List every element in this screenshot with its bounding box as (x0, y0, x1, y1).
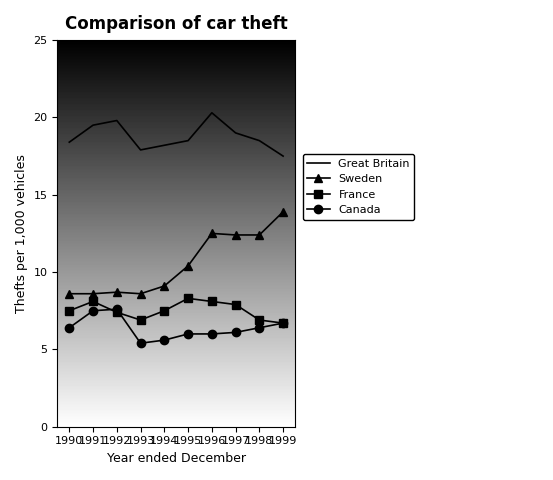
Canada (280, 320, 286, 326)
Great Britain (66, 139, 72, 145)
Canada (66, 325, 72, 331)
X-axis label: Year ended December: Year ended December (107, 452, 246, 465)
Sweden (280, 209, 286, 215)
France (185, 296, 191, 301)
Sweden (232, 232, 239, 238)
Line: France: France (65, 294, 288, 327)
Sweden (161, 283, 168, 289)
Line: Great Britain: Great Britain (69, 113, 283, 156)
Canada (90, 308, 96, 313)
France (280, 320, 286, 326)
Canada (208, 331, 215, 337)
Sweden (66, 291, 72, 297)
Great Britain (208, 110, 215, 116)
Title: Comparison of car theft: Comparison of car theft (65, 15, 288, 33)
France (90, 299, 96, 304)
Sweden (256, 232, 263, 238)
Great Britain (90, 122, 96, 128)
Canada (232, 329, 239, 335)
Canada (185, 331, 191, 337)
Sweden (90, 291, 96, 297)
Great Britain (232, 130, 239, 136)
Great Britain (185, 138, 191, 144)
France (137, 317, 144, 323)
Canada (137, 340, 144, 346)
France (208, 299, 215, 304)
France (113, 310, 120, 315)
France (256, 317, 263, 323)
Great Britain (161, 143, 168, 148)
Sweden (113, 289, 120, 295)
France (232, 301, 239, 307)
Canada (161, 337, 168, 343)
Line: Sweden: Sweden (65, 207, 288, 298)
Sweden (185, 263, 191, 269)
Y-axis label: Thefts per 1,000 vehicles: Thefts per 1,000 vehicles (15, 154, 28, 313)
France (161, 308, 168, 313)
Sweden (137, 291, 144, 297)
Great Britain (113, 118, 120, 123)
Sweden (208, 230, 215, 236)
Great Britain (137, 147, 144, 153)
Great Britain (280, 153, 286, 159)
Line: Canada: Canada (65, 305, 288, 348)
Canada (113, 306, 120, 312)
Canada (256, 325, 263, 331)
France (66, 308, 72, 313)
Legend: Great Britain, Sweden, France, Canada: Great Britain, Sweden, France, Canada (303, 154, 414, 220)
Great Britain (256, 138, 263, 144)
